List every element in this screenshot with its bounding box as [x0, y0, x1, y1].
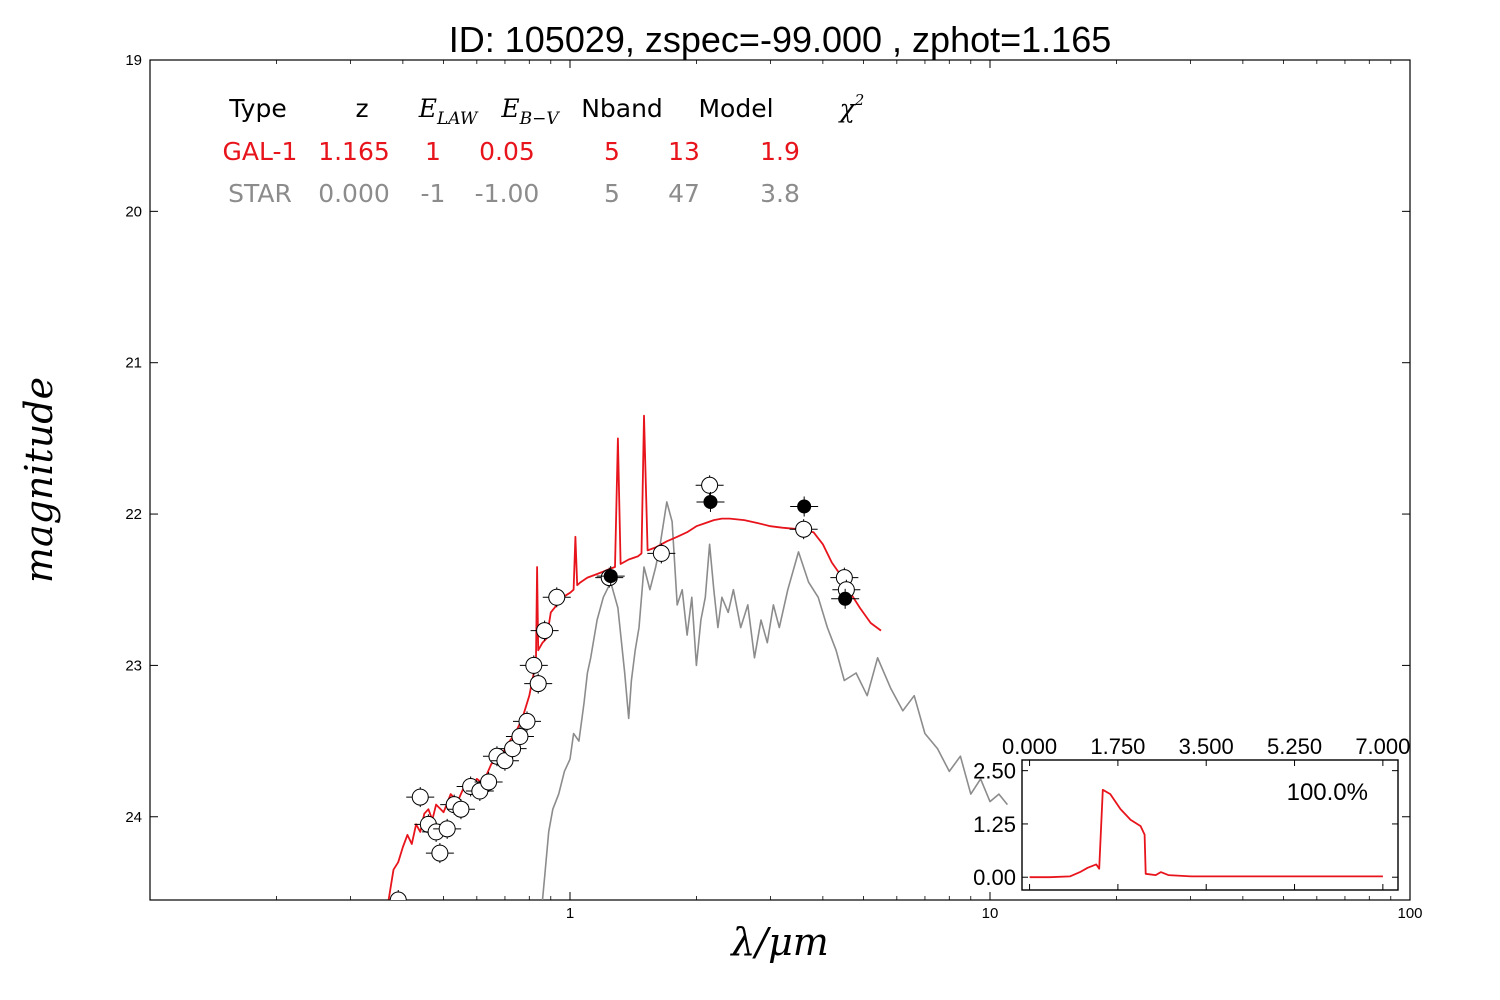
- inset-y-tick-label: 1.25: [973, 812, 1016, 837]
- subscript: LAW: [436, 109, 479, 129]
- table-cell: -1.00: [475, 179, 540, 208]
- table-cell: 1: [425, 137, 441, 166]
- observed-point: [496, 752, 514, 770]
- observed-point: [797, 499, 812, 514]
- y-tick-label: 24: [125, 809, 142, 826]
- inset-frame: [1021, 759, 1399, 891]
- observed-point: [389, 891, 407, 900]
- observed-point: [701, 476, 719, 494]
- redshift-pdf-inset: 0.000 1.750 3.500 5.250 7.000 0.00 1.25 2.50 100…: [973, 734, 1410, 891]
- table-cell: 1.165: [318, 137, 390, 166]
- x-axis-label: λ/μm: [729, 920, 829, 964]
- observed-point: [703, 494, 718, 509]
- table-header: Type: [228, 94, 286, 123]
- observed-point: [548, 588, 566, 606]
- x-tick-label: 1: [566, 905, 574, 922]
- y-tick-label: 20: [125, 203, 142, 220]
- table-header: EB−V: [500, 94, 560, 129]
- x-tick-label: 10: [982, 905, 999, 922]
- observed-point: [431, 844, 449, 862]
- observed-point: [838, 591, 853, 606]
- observed-point: [518, 712, 536, 730]
- subscript: B−V: [519, 109, 561, 129]
- table-cell: 3.8: [760, 179, 800, 208]
- y-tick-label: 23: [125, 657, 142, 674]
- inset-percentage: 100.0%: [1287, 779, 1368, 806]
- table-header: Model: [698, 94, 773, 123]
- plot-area: [384, 414, 1009, 900]
- observed-point: [511, 728, 529, 746]
- table-header: χ2: [838, 91, 865, 123]
- inset-x-tick-label: 1.750: [1090, 734, 1145, 759]
- table-header: ELAW: [418, 94, 479, 129]
- table-cell: 0.000: [318, 179, 390, 208]
- observed-point: [795, 520, 813, 538]
- observed-point: [529, 675, 547, 693]
- table-header: z: [355, 94, 368, 123]
- table-header: Nband: [581, 94, 663, 123]
- plot-frame: [149, 59, 1411, 901]
- inset-x-tick-label: 0.000: [1002, 734, 1057, 759]
- observed-point: [603, 569, 618, 584]
- table-cell: 1.9: [760, 137, 800, 166]
- x-tick-label: 100: [1397, 905, 1422, 922]
- chart-title: ID: 105029, zspec=-99.000 , zphot=1.165: [449, 19, 1111, 60]
- table-cell: 47: [668, 179, 700, 208]
- table-cell: 5: [604, 137, 620, 166]
- y-tick-label: 22: [125, 506, 142, 523]
- inset-x-tick-label: 5.250: [1267, 734, 1322, 759]
- inset-y-tick-label: 2.50: [973, 759, 1016, 784]
- y-tick-label: 19: [125, 52, 142, 69]
- inset-x-tick-label: 7.000: [1355, 734, 1410, 759]
- observed-point: [438, 820, 456, 838]
- table-cell: GAL-1: [223, 137, 298, 166]
- table-cell: 5: [604, 179, 620, 208]
- table-cell: -1: [421, 179, 446, 208]
- observed-point: [480, 773, 498, 791]
- observed-point: [525, 656, 543, 674]
- fit-table: Type z ELAW EB−V Nband Model χ2 GAL-1 1.165 1 0.05…: [223, 91, 865, 208]
- observed-point: [652, 544, 670, 562]
- inset-y-tick-label: 0.00: [973, 865, 1016, 890]
- observed-point: [536, 622, 554, 640]
- observed-point: [411, 788, 429, 806]
- series-line-star: [541, 501, 1009, 900]
- observed-point: [452, 800, 470, 818]
- y-axis-label: magnitude: [17, 377, 61, 583]
- inset-x-tick-label: 3.500: [1179, 734, 1234, 759]
- table-cell: STAR: [228, 179, 292, 208]
- y-tick-label: 21: [125, 355, 142, 372]
- superscript: 2: [854, 91, 865, 109]
- pdf-curve: [1029, 788, 1383, 879]
- series-line-gal-1: [387, 414, 882, 900]
- table-cell: 13: [668, 137, 700, 166]
- table-cell: 0.05: [479, 137, 535, 166]
